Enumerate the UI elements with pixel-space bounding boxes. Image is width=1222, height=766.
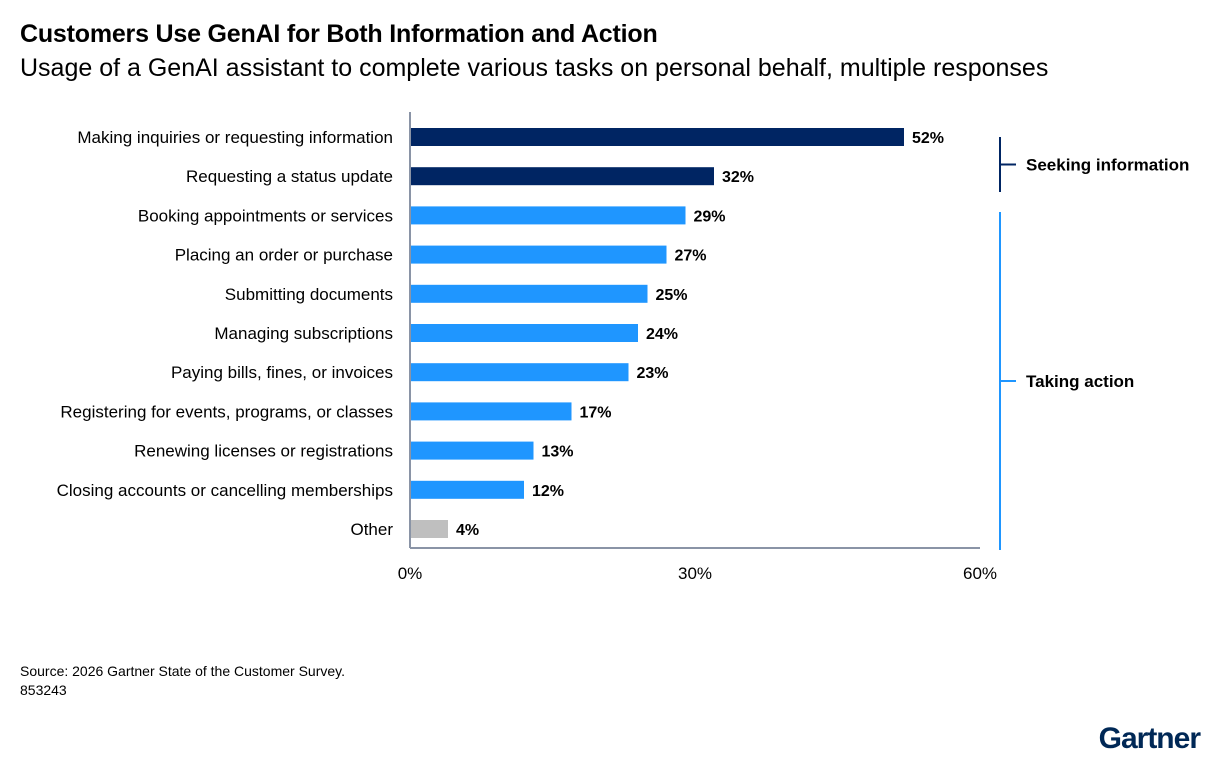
bar	[410, 206, 686, 225]
source-note: Source: 2026 Gartner State of the Custom…	[20, 662, 345, 700]
bars-group	[410, 128, 904, 538]
bar	[410, 480, 524, 499]
chart-title: Customers Use GenAI for Both Information…	[20, 20, 658, 48]
category-label: Placing an order or purchase	[175, 246, 393, 265]
bar	[410, 363, 629, 382]
x-tick-label: 60%	[963, 564, 997, 583]
value-label: 23%	[637, 365, 669, 382]
bar	[410, 167, 714, 186]
bar	[410, 128, 904, 146]
bar	[410, 284, 648, 303]
bar-chart: Making inquiries or requesting informati…	[57, 112, 1189, 583]
category-labels-group: Making inquiries or requesting informati…	[57, 128, 394, 539]
value-label: 29%	[694, 208, 726, 225]
value-labels-group: 52% 32% 29% 27% 25% 24% 23% 17% 13% 12% 4%	[456, 130, 944, 539]
group-brackets: Seeking information Taking action	[999, 137, 1189, 550]
source-line: Source: 2026 Gartner State of the Custom…	[20, 663, 346, 679]
category-label: Managing subscriptions	[214, 324, 393, 343]
x-tick-label: 0%	[398, 564, 423, 583]
value-label: 12%	[532, 483, 564, 500]
value-label: 17%	[580, 404, 612, 421]
category-label: Closing accounts or cancelling membershi…	[57, 481, 393, 500]
category-label: Requesting a status update	[186, 167, 393, 186]
report-id: 853243	[20, 682, 67, 698]
bar	[410, 520, 448, 538]
bar	[410, 245, 667, 264]
category-label: Making inquiries or requesting informati…	[77, 128, 393, 147]
value-label: 27%	[675, 248, 707, 265]
x-tick-label: 30%	[678, 564, 712, 583]
value-label: 25%	[656, 287, 688, 304]
group-label: Seeking information	[1026, 156, 1189, 175]
category-label: Registering for events, programs, or cla…	[60, 402, 393, 421]
bar	[410, 402, 572, 421]
category-label: Booking appointments or services	[138, 206, 393, 225]
category-label: Submitting documents	[225, 285, 393, 304]
bar	[410, 441, 534, 460]
x-axis: 0% 30% 60%	[398, 112, 997, 583]
value-label: 52%	[912, 130, 944, 147]
chart-subtitle: Usage of a GenAI assistant to complete v…	[20, 54, 1049, 82]
value-label: 4%	[456, 522, 479, 539]
gartner-logo: Gartner	[1098, 722, 1201, 756]
bar	[410, 324, 638, 342]
value-label: 24%	[646, 326, 678, 343]
group-label: Taking action	[1026, 372, 1134, 391]
category-label: Paying bills, fines, or invoices	[171, 363, 393, 382]
category-label: Renewing licenses or registrations	[134, 442, 393, 461]
logo-text: Gartner	[1098, 722, 1201, 755]
value-label: 32%	[722, 169, 754, 186]
category-label: Other	[350, 520, 393, 539]
value-label: 13%	[542, 444, 574, 461]
